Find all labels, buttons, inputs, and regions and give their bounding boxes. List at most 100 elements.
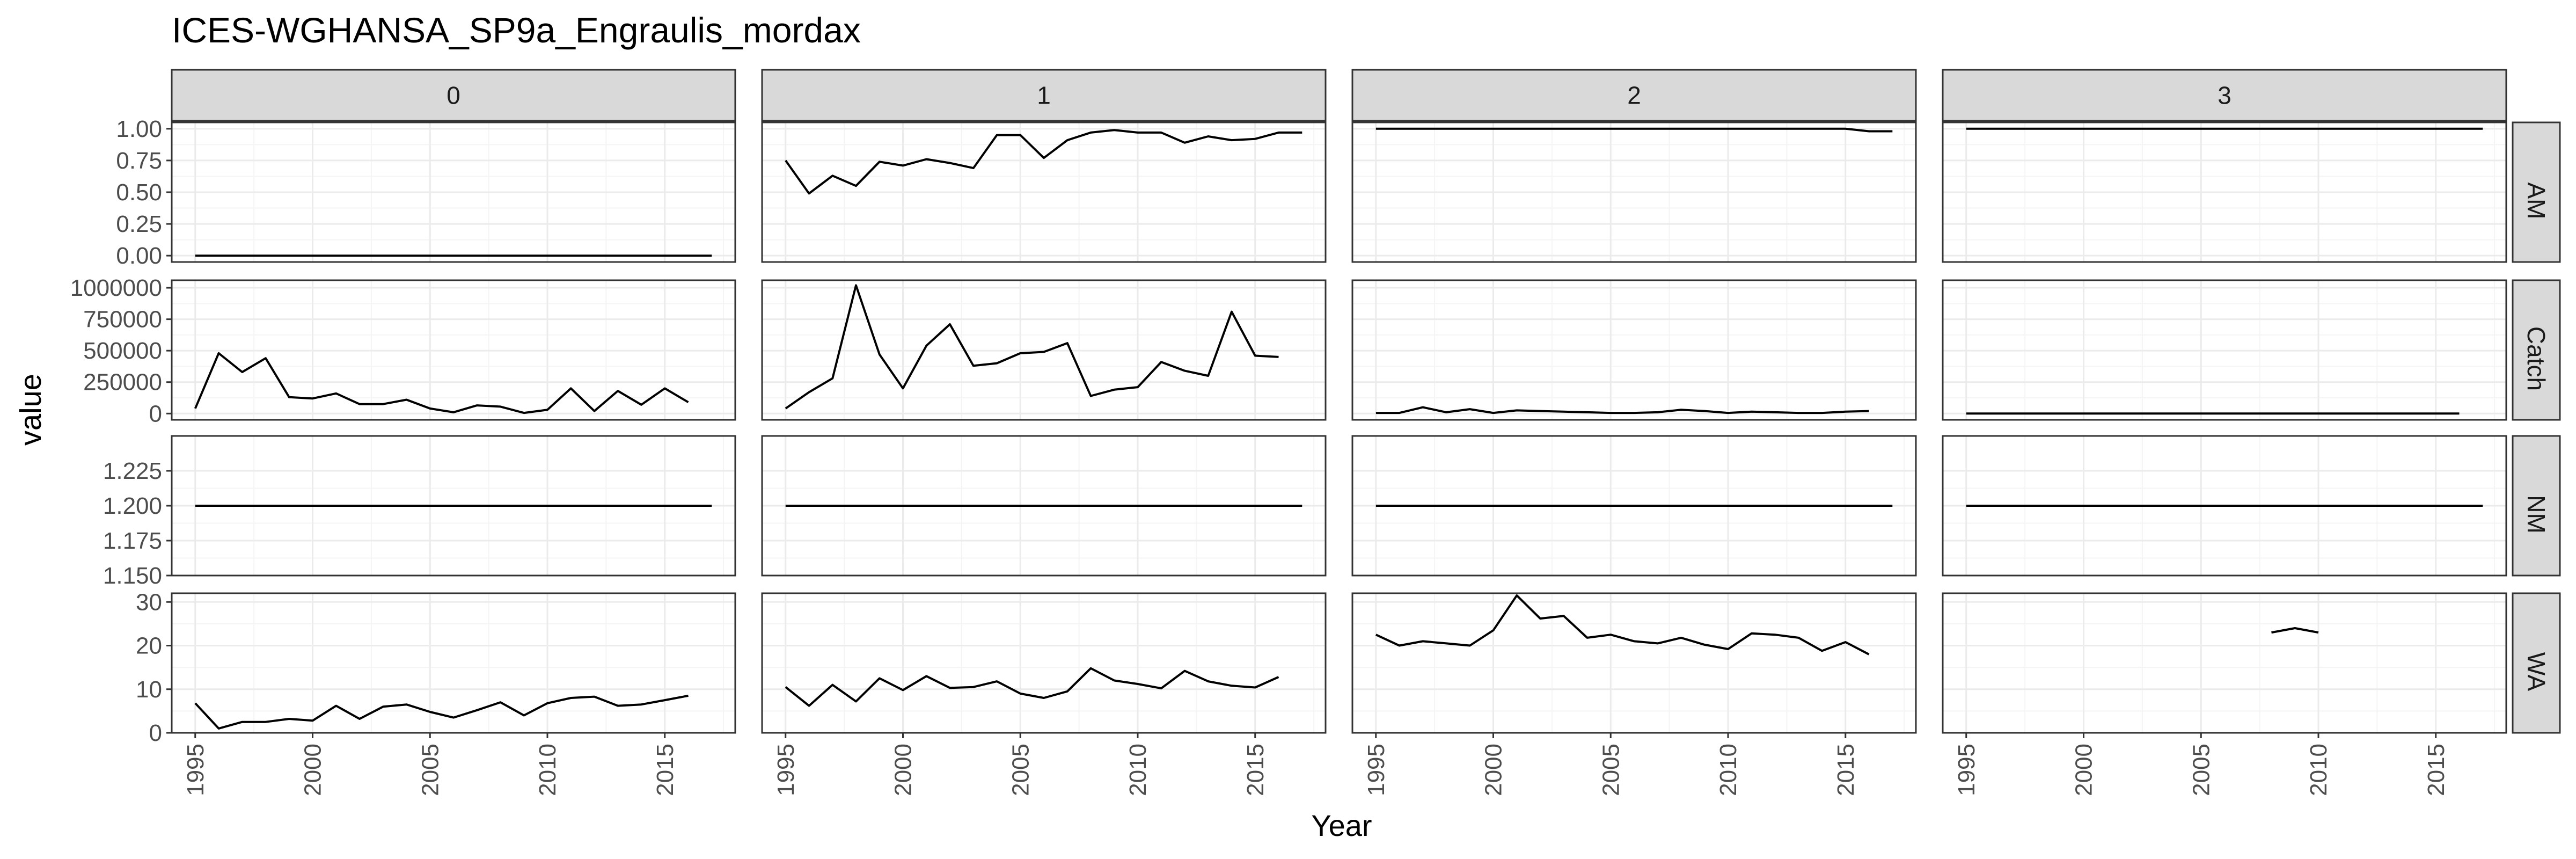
facet-strip-label: AM <box>2522 183 2550 220</box>
facet-strip-col-1 <box>761 69 1327 122</box>
x-tick-label: 2005 <box>1598 744 1624 796</box>
facet-panel-AM-1 <box>761 121 1327 263</box>
facet-strip-col-0 <box>171 69 736 122</box>
facet-strip-label: 1 <box>1037 82 1051 110</box>
series-line-AM-2 <box>1375 127 1893 133</box>
x-tick-label: 2015 <box>1242 744 1269 796</box>
x-tick-label: 1995 <box>1363 744 1389 796</box>
panel-border <box>761 121 1327 263</box>
x-tick-label: 2015 <box>1833 744 1859 796</box>
facet-panel-AM-0 <box>171 121 736 263</box>
y-tick-label: 0.50 <box>116 179 162 206</box>
panel-border <box>761 435 1327 577</box>
y-tick-label: 1.00 <box>116 116 162 142</box>
x-tick-label: 2010 <box>1125 744 1151 796</box>
y-tick-label: 30 <box>136 589 162 615</box>
series-line-WA-3 <box>2271 627 2319 634</box>
series-line-AM-1 <box>785 129 1302 195</box>
x-tick-label: 2000 <box>890 744 917 796</box>
y-tick-label: 0.75 <box>116 148 162 174</box>
facet-panel-WA-0 <box>171 592 736 734</box>
x-tick-label: 2000 <box>300 744 326 796</box>
y-tick-label: 500000 <box>83 338 162 364</box>
x-tick-label: 1995 <box>182 744 209 796</box>
y-tick-label: 1.225 <box>103 458 162 484</box>
panel-border <box>171 121 736 263</box>
facet-strip-label: WA <box>2522 652 2550 691</box>
series-line-Catch-2 <box>1375 406 1869 414</box>
chart-title: ICES-WGHANSA_SP9a_Engraulis_mordax <box>172 10 861 50</box>
panel-background <box>762 593 1326 733</box>
series-line-WA-2 <box>1375 594 1870 656</box>
panel-border <box>761 592 1327 734</box>
facet-panel-WA-3 <box>1942 592 2507 734</box>
facet-panel-WA-1 <box>761 592 1327 734</box>
facet-panel-Catch-2 <box>1351 279 1917 421</box>
facet-strip-label: 3 <box>2218 82 2231 110</box>
series-line-WA-0 <box>194 694 689 730</box>
x-tick-label: 2015 <box>2423 744 2449 796</box>
panel-border <box>1942 592 2507 734</box>
x-axis-label: Year <box>1311 809 1372 842</box>
x-tick-label: 2010 <box>2306 744 2332 796</box>
panel-border <box>171 435 736 577</box>
facet-panel-Catch-1 <box>761 279 1327 421</box>
panel-background <box>172 593 735 733</box>
facet-panel-WA-2 <box>1351 592 1917 734</box>
y-tick-label: 10 <box>136 676 162 703</box>
facet-strip-row-NM <box>2512 435 2561 577</box>
panel-border <box>1942 121 2507 263</box>
facet-strip-row-WA <box>2512 592 2561 734</box>
facet-strip-col-3 <box>1942 69 2507 122</box>
y-tick-label: 0 <box>149 401 162 427</box>
x-tick-label: 2010 <box>535 744 561 796</box>
facet-panel-NM-0 <box>171 435 736 577</box>
x-tick-label: 2005 <box>1007 744 1034 796</box>
y-tick-label: 20 <box>136 633 162 659</box>
panel-border <box>1942 435 2507 577</box>
x-tick-label: 2005 <box>417 744 443 796</box>
panel-border <box>171 592 736 734</box>
panel-border <box>1942 279 2507 421</box>
y-tick-label: 0.00 <box>116 243 162 269</box>
facet-panel-NM-1 <box>761 435 1327 577</box>
x-tick-label: 2010 <box>1715 744 1741 796</box>
y-tick-label: 1.200 <box>103 493 162 519</box>
y-tick-label: 1000000 <box>70 275 162 301</box>
panel-border <box>1351 121 1917 263</box>
facet-panel-Catch-0 <box>171 279 736 421</box>
x-tick-label: 1995 <box>1953 744 1980 796</box>
panel-background <box>1943 593 2506 733</box>
x-tick-label: 2000 <box>1481 744 1507 796</box>
facet-strip-label: 2 <box>1627 82 1641 110</box>
y-tick-label: 250000 <box>83 369 162 396</box>
panel-background <box>1352 593 1916 733</box>
y-tick-label: 0.25 <box>116 211 162 237</box>
series-line-WA-1 <box>785 667 1279 707</box>
panel-border <box>171 279 736 421</box>
series-line-Catch-1 <box>785 284 1279 410</box>
panel-border <box>761 279 1327 421</box>
panel-border <box>1351 435 1917 577</box>
facet-strip-col-2 <box>1351 69 1917 122</box>
facet-strip-label: Catch <box>2522 326 2550 391</box>
y-tick-label: 0 <box>149 720 162 746</box>
x-tick-label: 2000 <box>2071 744 2097 796</box>
facet-strip-row-AM <box>2512 121 2561 263</box>
facet-panel-NM-2 <box>1351 435 1917 577</box>
facet-strip-label: NM <box>2522 495 2550 534</box>
panel-border <box>1351 279 1917 421</box>
facet-panel-NM-3 <box>1942 435 2507 577</box>
y-tick-label: 750000 <box>83 307 162 333</box>
y-tick-label: 1.150 <box>103 563 162 589</box>
facet-panel-Catch-3 <box>1942 279 2507 421</box>
x-tick-label: 2015 <box>652 744 678 796</box>
y-tick-label: 1.175 <box>103 528 162 554</box>
facet-strip-row-Catch <box>2512 279 2561 421</box>
series-line-Catch-0 <box>194 352 689 414</box>
facet-panel-AM-2 <box>1351 121 1917 263</box>
facet-panel-AM-3 <box>1942 121 2507 263</box>
panel-border <box>1351 592 1917 734</box>
facet-strip-label: 0 <box>447 82 460 110</box>
